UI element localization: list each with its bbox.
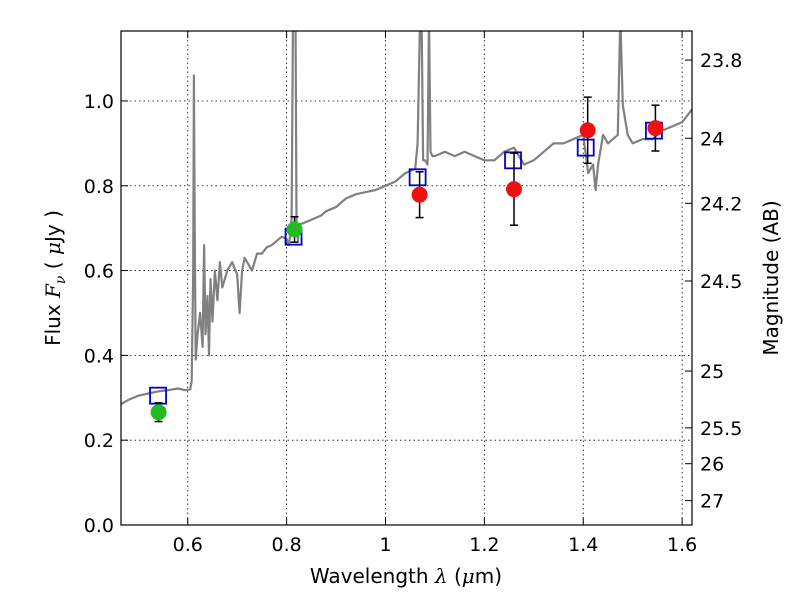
right-axis-tick-label: 26 (700, 454, 724, 476)
y-tick-label: 0.8 (84, 176, 114, 198)
right-axis-tick-label: 24 (700, 128, 724, 150)
x-tick-label: 0.6 (173, 534, 203, 556)
x-axis-ticks: 0.6 0.8 1 1.2 1.4 1.6 (173, 31, 697, 556)
model-flux-square (408, 168, 427, 187)
y-tick-label: 0.2 (84, 430, 114, 452)
photometry-point (579, 122, 596, 139)
plot-frame (120, 30, 693, 526)
spectrum-line (121, 31, 692, 406)
photometry-point (647, 120, 664, 137)
photometry-point (150, 404, 167, 421)
right-axis-tick-label: 24.2 (700, 193, 742, 215)
y-axis-label: Flux Fν ( μJy ) (41, 210, 69, 346)
y-tick-label: 0.0 (84, 515, 114, 537)
grid-lines (121, 31, 692, 526)
y-tick-label: 1.0 (84, 91, 114, 113)
right-axis-label: Magnitude (AB) (759, 200, 783, 355)
y-tick-label: 0.6 (84, 261, 114, 283)
right-axis-tick-label: 27 (700, 491, 724, 513)
x-tick-label: 1.6 (667, 534, 697, 556)
model-flux-square (504, 151, 522, 170)
right-axis-tick-label: 25.5 (700, 418, 742, 440)
right-axis-ticks: 23.8 24 24.2 24.5 25 25.5 26 27 (685, 50, 742, 513)
data-markers (149, 96, 664, 423)
model-spectrum (121, 31, 692, 406)
right-axis-tick-label: 23.8 (700, 50, 742, 72)
right-axis-tick-label: 25 (700, 361, 724, 383)
model-flux-square (576, 138, 595, 157)
x-axis-label: Wavelength λ (μm) (310, 564, 502, 588)
x-tick-label: 0.8 (272, 534, 302, 556)
x-tick-label: 1 (379, 534, 391, 556)
y-axis-ticks: 0.0 0.2 0.4 0.6 0.8 1.0 (84, 91, 128, 537)
x-tick-label: 1.4 (568, 534, 598, 556)
x-tick-label: 1.2 (469, 534, 499, 556)
right-axis-tick-label: 24.5 (700, 271, 742, 293)
y-tick-label: 0.4 (84, 345, 114, 367)
photometry-point (286, 221, 303, 238)
photometry-point (411, 186, 428, 203)
photometry-point (506, 181, 523, 198)
